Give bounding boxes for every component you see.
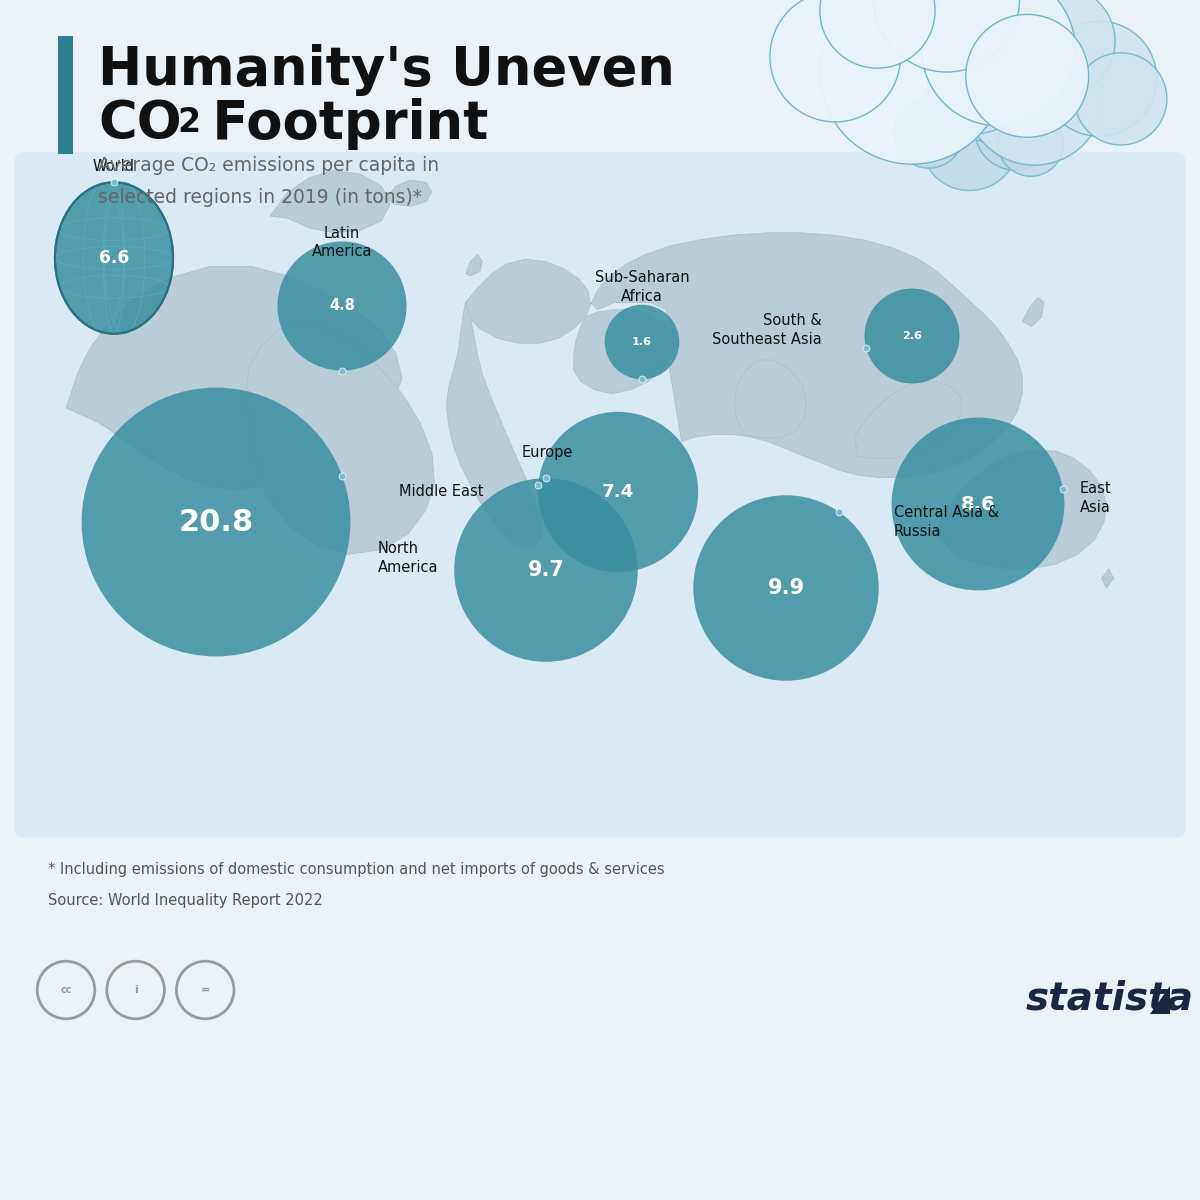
- Polygon shape: [854, 382, 962, 458]
- Text: Source: World Inequality Report 2022: Source: World Inequality Report 2022: [48, 893, 323, 907]
- Circle shape: [1075, 53, 1166, 145]
- Text: Europe: Europe: [522, 444, 572, 460]
- Polygon shape: [1102, 569, 1114, 588]
- Text: Central Asia &
Russia: Central Asia & Russia: [894, 505, 1000, 539]
- Text: i: i: [133, 985, 138, 995]
- Polygon shape: [936, 450, 1106, 569]
- Text: Latin
America: Latin America: [312, 226, 372, 259]
- Circle shape: [820, 0, 1004, 164]
- Circle shape: [874, 0, 1020, 72]
- Text: 1.6: 1.6: [632, 337, 652, 347]
- Text: Average CO₂ emissions per capita in: Average CO₂ emissions per capita in: [98, 156, 439, 175]
- Text: 2.6: 2.6: [902, 331, 922, 341]
- Text: 6.6: 6.6: [98, 248, 130, 266]
- Text: 9.9: 9.9: [768, 578, 804, 598]
- Circle shape: [820, 0, 935, 68]
- Circle shape: [922, 0, 1075, 126]
- Text: =: =: [200, 985, 210, 995]
- Circle shape: [920, 78, 982, 139]
- Polygon shape: [466, 259, 590, 343]
- Circle shape: [1042, 22, 1157, 137]
- Text: North
America: North America: [378, 541, 438, 575]
- Circle shape: [538, 412, 698, 572]
- Text: * Including emissions of domestic consumption and net imports of goods & service: * Including emissions of domestic consum…: [48, 862, 665, 876]
- Circle shape: [894, 98, 964, 168]
- Text: cc: cc: [60, 985, 72, 995]
- Text: South &
Southeast Asia: South & Southeast Asia: [713, 313, 822, 347]
- Polygon shape: [574, 310, 674, 394]
- Text: 8.6: 8.6: [961, 494, 995, 514]
- Text: Humanity's Uneven: Humanity's Uneven: [98, 44, 676, 96]
- Polygon shape: [262, 482, 306, 510]
- Circle shape: [949, 64, 1027, 142]
- Text: CO: CO: [98, 98, 182, 150]
- Text: World: World: [94, 158, 134, 174]
- Circle shape: [277, 241, 407, 371]
- Circle shape: [920, 92, 1019, 191]
- Circle shape: [770, 0, 900, 122]
- Circle shape: [966, 14, 1088, 137]
- Circle shape: [965, 7, 1051, 94]
- Text: 9.7: 9.7: [528, 560, 564, 580]
- Circle shape: [892, 418, 1064, 590]
- Polygon shape: [1022, 298, 1044, 326]
- Text: Footprint: Footprint: [194, 98, 488, 150]
- Circle shape: [928, 36, 1026, 133]
- Text: East
Asia: East Asia: [1080, 481, 1111, 515]
- Text: statista: statista: [1026, 979, 1194, 1018]
- Polygon shape: [466, 254, 482, 276]
- Polygon shape: [386, 180, 432, 206]
- Circle shape: [694, 496, 878, 680]
- Circle shape: [1006, 0, 1115, 96]
- FancyBboxPatch shape: [14, 152, 1186, 838]
- FancyBboxPatch shape: [58, 36, 73, 154]
- Text: 4.8: 4.8: [329, 299, 355, 313]
- Circle shape: [455, 479, 637, 661]
- Circle shape: [605, 305, 679, 379]
- Polygon shape: [1150, 986, 1170, 1014]
- Polygon shape: [446, 302, 542, 547]
- Text: 20.8: 20.8: [179, 508, 253, 536]
- Circle shape: [974, 89, 1056, 170]
- Text: Middle East: Middle East: [400, 485, 484, 499]
- Polygon shape: [66, 266, 402, 490]
- Circle shape: [82, 388, 350, 656]
- Polygon shape: [270, 170, 390, 233]
- Text: 7.4: 7.4: [602, 482, 634, 502]
- Text: Sub-Saharan
Africa: Sub-Saharan Africa: [595, 270, 689, 304]
- Circle shape: [864, 288, 960, 384]
- Text: selected regions in 2019 (in tons)*: selected regions in 2019 (in tons)*: [98, 188, 422, 208]
- Polygon shape: [590, 233, 1022, 478]
- Polygon shape: [734, 360, 806, 438]
- Circle shape: [998, 110, 1063, 176]
- Polygon shape: [246, 322, 434, 554]
- Text: 2: 2: [178, 107, 200, 139]
- Ellipse shape: [55, 182, 173, 334]
- Circle shape: [965, 26, 1104, 166]
